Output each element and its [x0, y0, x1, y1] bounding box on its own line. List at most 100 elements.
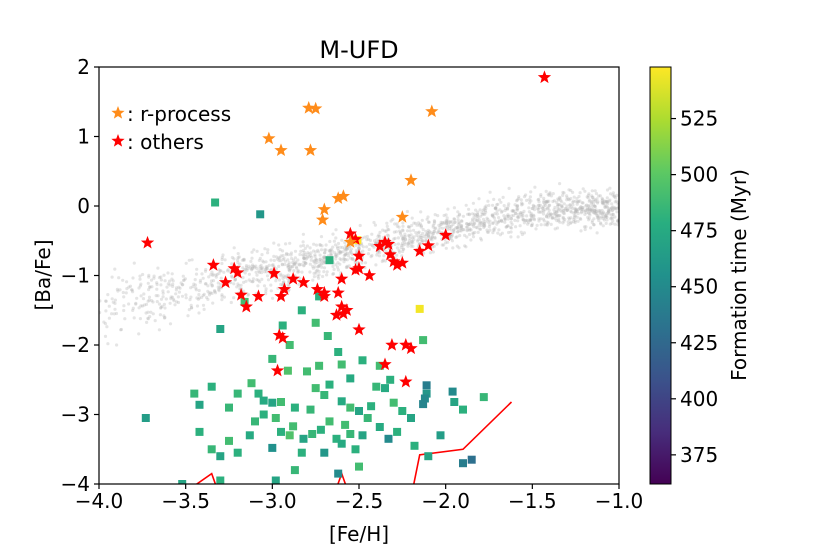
background-point [104, 299, 108, 303]
background-point [236, 258, 240, 262]
background-point [566, 220, 570, 224]
background-point [587, 216, 591, 220]
background-point [137, 306, 141, 310]
background-point [149, 310, 153, 314]
background-point [469, 228, 473, 232]
background-point [144, 311, 148, 315]
background-point [349, 247, 353, 251]
background-point [200, 272, 204, 276]
simulated-star-marker [363, 414, 372, 422]
simulated-star-marker [225, 403, 233, 412]
background-point [490, 213, 494, 217]
background-point [297, 270, 301, 274]
x-tick-label: −1.5 [508, 489, 557, 513]
background-point [554, 215, 559, 219]
background-point [574, 210, 578, 214]
background-point [240, 258, 244, 262]
simulated-star-marker [372, 382, 381, 391]
background-point [473, 212, 477, 216]
background-point [374, 241, 378, 245]
background-point [168, 322, 173, 326]
background-point [332, 239, 336, 243]
background-point [502, 204, 506, 208]
background-point [408, 236, 412, 241]
background-point [601, 200, 605, 204]
background-point [302, 250, 306, 254]
simulated-star-marker [211, 198, 220, 207]
background-point [573, 214, 578, 218]
background-point [472, 215, 476, 219]
background-point [531, 203, 535, 207]
background-point [308, 270, 312, 274]
background-point [287, 265, 291, 269]
background-point [513, 203, 517, 207]
background-point [567, 206, 571, 210]
y-tick-label: 0 [77, 194, 90, 218]
background-point [123, 317, 127, 321]
background-point [401, 224, 405, 228]
background-point [258, 267, 262, 271]
others-star-marker [399, 374, 413, 388]
background-point [367, 242, 372, 246]
background-point [527, 218, 532, 222]
others-star-marker [335, 299, 349, 313]
background-point [586, 211, 591, 215]
background-point [323, 251, 327, 255]
background-point [302, 260, 306, 264]
background-point [305, 254, 309, 258]
others-star-marker [218, 275, 233, 289]
background-point [336, 252, 340, 256]
background-point [558, 220, 562, 224]
background-point [481, 217, 486, 221]
background-point [551, 192, 555, 196]
background-point [457, 246, 461, 250]
background-point [590, 208, 594, 213]
background-point [211, 273, 215, 277]
background-point [519, 198, 523, 202]
background-point [360, 243, 364, 247]
background-point [455, 225, 459, 230]
simulated-star-marker [355, 407, 363, 415]
background-point [418, 242, 422, 246]
background-point [490, 214, 494, 218]
background-point [322, 270, 326, 274]
background-point [201, 293, 205, 298]
background-point [312, 259, 316, 263]
background-point [277, 264, 281, 268]
background-point [334, 254, 338, 258]
background-point [510, 209, 514, 213]
background-point [578, 191, 582, 195]
background-point [590, 210, 594, 214]
background-point [551, 216, 555, 220]
background-point [590, 221, 594, 225]
background-point [594, 210, 598, 214]
background-point [193, 278, 197, 282]
background-point [183, 277, 187, 281]
background-point [450, 233, 454, 237]
background-point [391, 217, 395, 221]
background-point [520, 201, 524, 205]
background-point [430, 235, 434, 239]
simulated-star-marker [190, 389, 199, 398]
background-point [333, 251, 337, 255]
background-point [161, 289, 165, 293]
others-star-marker [352, 249, 366, 262]
background-point [222, 295, 226, 299]
background-point [561, 221, 565, 225]
background-point [491, 213, 495, 217]
background-point [444, 213, 448, 217]
background-point [292, 269, 296, 273]
background-point [196, 297, 200, 301]
background-point [553, 210, 557, 214]
background-point [542, 199, 546, 203]
background-point [340, 245, 345, 250]
simulated-star-marker [195, 400, 204, 409]
background-point [516, 206, 520, 211]
background-point [357, 247, 361, 251]
background-point [590, 195, 594, 199]
background-point [592, 197, 596, 201]
background-point [495, 222, 499, 226]
simulated-star-marker [398, 407, 407, 415]
background-point [263, 268, 267, 272]
